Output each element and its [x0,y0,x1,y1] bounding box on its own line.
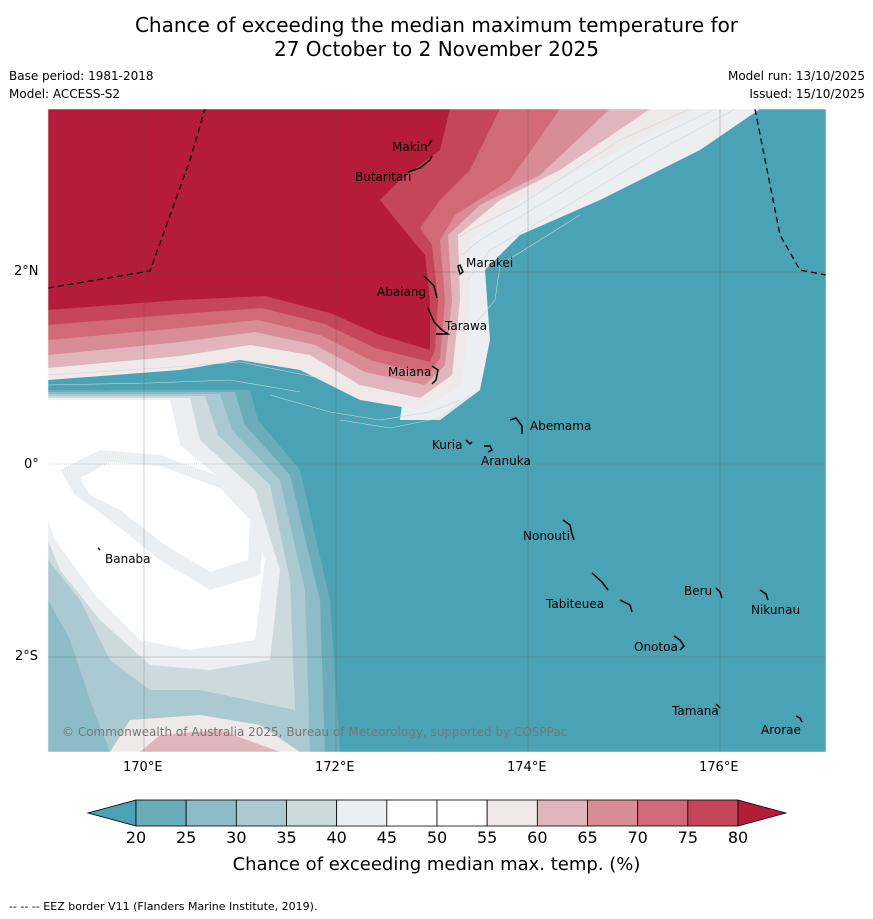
island-maiana [431,365,439,385]
copyright-notice: © Commonwealth of Australia 2025, Bureau… [62,725,567,739]
colorbar-tick-label: 25 [175,828,197,847]
colorbar-tick-label: 40 [326,828,347,847]
map-title-line1: Chance of exceeding the median maximum t… [134,13,739,37]
islands [97,139,803,723]
colorbar-tick-label: 70 [627,828,648,847]
colorbar-tick-label: 45 [376,828,397,847]
base-period: Base period: 1981-2018 [9,69,154,83]
island-tabiteuea [591,572,633,613]
island-nikunau [759,589,769,601]
island-banaba [97,547,101,551]
island-arorae [795,715,803,723]
place-label-abaiang: Abaiang [377,285,426,299]
map-frame [47,108,827,753]
island-abaiang [423,275,438,299]
place-label-aranuka: Aranuka [481,454,531,468]
island-onotoa [673,635,685,651]
place-label-onotoa: Onotoa [634,640,678,654]
island-tarawa [427,307,451,335]
island-abemama [509,417,523,434]
place-label-marakei: Marakei [466,256,513,270]
island-kuria [465,439,473,446]
island-beru [715,587,723,599]
lon-label-170e: 170°E [123,760,163,775]
gridlines [48,109,826,752]
map-title-line2: 27 October to 2 November 2025 [273,37,600,61]
colorbar-segment [486,799,538,827]
colorbar-segment [185,799,237,827]
lon-label-176e: 176°E [699,760,739,775]
place-label-tarawa: Tarawa [444,319,487,333]
lon-label-174e: 174°E [507,760,547,775]
place-label-banaba: Banaba [105,552,151,566]
colorbar-tick-label: 20 [125,828,147,847]
model-run: Model run: 13/10/2025 [727,69,865,83]
place-label-tabiteuea: Tabiteuea [545,597,604,611]
lat-label-0: 0° [24,457,39,472]
island-aranuka [484,445,494,453]
island-makin [427,139,433,147]
model-name: Model: ACCESS-S2 [9,87,121,101]
place-label-butaritari: Butaritari [355,170,412,184]
place-labels: Makin Butaritari Marakei Abaiang Tarawa … [105,140,801,737]
colorbar-high-extension [737,799,788,827]
lat-label-2s: 2°S [15,649,39,664]
colorbar-tick-label: 35 [276,828,297,847]
place-label-nikunau: Nikunau [751,603,800,617]
place-label-arorae: Arorae [761,723,801,737]
contour-sw-60 [140,730,280,752]
contour-warm-above-80 [48,109,450,350]
map-plot-area: Makin Butaritari Marakei Abaiang Tarawa … [48,109,826,752]
colorbar-low-extension [86,799,137,827]
colorbar-segment [386,799,438,827]
colorbar-segment [687,799,739,827]
colorbar-tick-label: 65 [577,828,598,847]
eez-legend-note: -- -- -- EEZ border V11 (Flanders Marine… [9,900,318,913]
place-label-beru: Beru [684,584,712,598]
colorbar-title: Chance of exceeding median max. temp. (%… [232,854,641,875]
island-butaritari [407,155,433,173]
eez-border [48,109,826,289]
colorbar-tick-label: 80 [727,828,749,847]
place-label-makin: Makin [392,140,428,154]
island-marakei [457,263,464,276]
colorbar-tick-label: 75 [677,828,698,847]
colorbar-segment [637,799,689,827]
colorbar-tick-label: 60 [527,828,548,847]
colorbar-segment [587,799,639,827]
contour-inner-white [80,462,250,572]
colorbar-tick-label: 55 [476,828,498,847]
colorbar [86,799,788,827]
lon-label-172e: 172°E [315,760,355,775]
colorbar-segment [336,799,388,827]
colorbar-segment [235,799,287,827]
colorbar-segment [436,799,488,827]
colorbar-segment [135,799,187,827]
place-label-maiana: Maiana [388,365,431,379]
place-label-abemama: Abemama [530,419,591,433]
island-nonouti [562,519,575,541]
island-tamana [715,703,721,709]
colorbar-tick-label: 30 [226,828,247,847]
place-label-tamana: Tamana [671,704,719,718]
place-label-kuria: Kuria [432,438,463,452]
colorbar-tick-label: 50 [426,828,448,847]
colorbar-segment [286,799,338,827]
colorbar-segment [536,799,588,827]
issued-date: Issued: 15/10/2025 [749,87,865,101]
lat-label-2n: 2°N [14,264,39,279]
place-label-nonouti: Nonouti [523,529,570,543]
contour-lines [48,109,736,429]
